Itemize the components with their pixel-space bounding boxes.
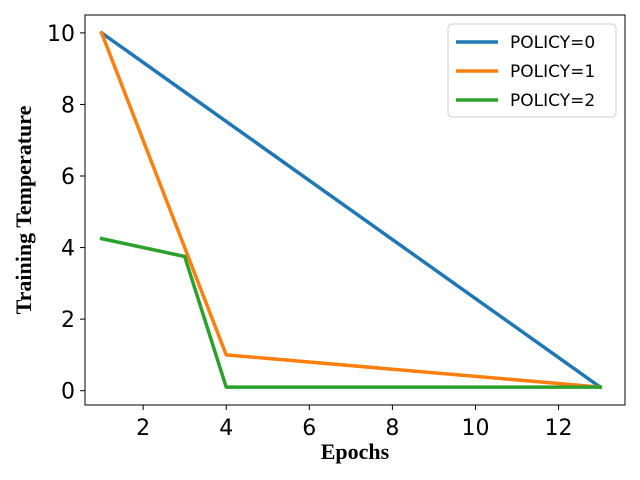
y-tick-label: 2	[61, 308, 75, 333]
y-axis: 0 2 4 6 8 10	[47, 22, 85, 405]
series-line-0	[99, 30, 603, 390]
legend-label-0: POLICY=0	[510, 33, 595, 53]
x-tick-label: 6	[302, 416, 316, 441]
legend-label-1: POLICY=1	[510, 62, 595, 82]
y-tick-label: 6	[61, 165, 75, 190]
x-tick-label: 8	[385, 416, 399, 441]
plot-area	[99, 30, 603, 390]
x-tick-label: 2	[136, 416, 150, 441]
y-tick-label: 10	[47, 22, 75, 47]
y-tick-label: 0	[61, 380, 75, 405]
y-axis-title: Training Temperature	[11, 105, 36, 314]
legend: POLICY=0 POLICY=1 POLICY=2	[447, 23, 617, 118]
plot-frame	[84, 14, 626, 406]
x-axis-title: Epochs	[321, 439, 390, 464]
x-tick-label: 12	[545, 416, 573, 441]
y-tick-label: 8	[61, 93, 75, 118]
x-tick-label: 10	[461, 416, 489, 441]
legend-label-2: POLICY=2	[510, 91, 595, 111]
y-tick-label: 4	[61, 237, 75, 262]
legend-box	[447, 23, 617, 118]
x-axis: 2 4 6 8 10 12	[136, 405, 573, 441]
x-tick-label: 4	[219, 416, 233, 441]
series-line-2	[99, 236, 602, 389]
series-line-1	[99, 30, 602, 389]
